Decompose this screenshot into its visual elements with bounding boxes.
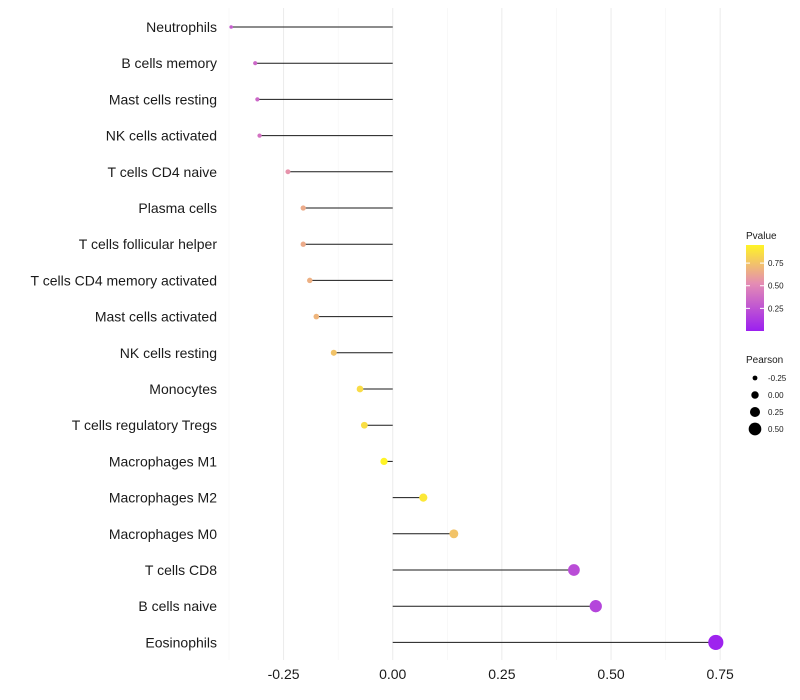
lollipop-point (356, 385, 364, 393)
pearson-legend-dot (751, 391, 759, 399)
category-label: NK cells resting (120, 345, 217, 361)
lollipop-point (257, 133, 262, 138)
lollipop-point (330, 349, 337, 356)
lollipop-point (360, 421, 368, 429)
category-label: Neutrophils (146, 19, 217, 35)
x-tick-label: 0.50 (597, 666, 624, 682)
category-label: T cells CD4 memory activated (31, 272, 217, 288)
category-label: Eosinophils (145, 634, 217, 650)
pearson-legend-dot (752, 375, 758, 381)
x-tick-label: -0.25 (268, 666, 300, 682)
category-label: B cells naive (138, 598, 217, 614)
pvalue-legend-title: Pvalue (746, 231, 777, 242)
category-label: Macrophages M0 (109, 526, 217, 542)
pearson-legend-dot (749, 406, 761, 418)
category-label: Mast cells activated (95, 309, 217, 325)
x-tick-label: 0.00 (379, 666, 406, 682)
pearson-legend: Pearson -0.25 0.00 0.25 0.50 (746, 355, 787, 436)
pvalue-tick-label: 0.75 (768, 259, 784, 268)
category-label: T cells CD8 (145, 562, 217, 578)
lollipop-stems (231, 26, 716, 643)
category-label: T cells follicular helper (79, 236, 218, 252)
pvalue-legend: Pvalue 0.25 0.50 0.75 (746, 231, 784, 331)
lollipop-point (380, 457, 388, 466)
pearson-legend-label: 0.50 (768, 425, 784, 434)
lollipop-point (419, 493, 428, 502)
pvalue-colorbar (746, 245, 764, 331)
category-label: Macrophages M1 (109, 453, 217, 469)
lollipop-point (300, 205, 306, 211)
pearson-legend-label: 0.00 (768, 391, 784, 400)
lollipop-point (568, 564, 580, 576)
lollipop-point (229, 25, 233, 29)
grid-lines (228, 8, 721, 660)
category-label: T cells CD4 naive (108, 164, 218, 180)
lollipop-point (708, 634, 724, 650)
lollipop-point (307, 277, 313, 284)
category-label: B cells memory (121, 55, 217, 71)
category-label: Monocytes (149, 381, 217, 397)
lollipop-point (253, 61, 258, 66)
pearson-legend-label: 0.25 (768, 408, 784, 417)
pvalue-tick-label: 0.25 (768, 304, 784, 313)
lollipop-point (313, 313, 320, 320)
category-label: Mast cells resting (109, 91, 217, 107)
category-label: Macrophages M2 (109, 490, 217, 506)
x-tick-label: 0.25 (488, 666, 515, 682)
category-label: Plasma cells (138, 200, 217, 216)
category-labels: Neutrophils B cells memory Mast cells rest… (31, 19, 218, 650)
x-axis-ticks: -0.25 0.00 0.25 0.50 0.75 (268, 666, 734, 682)
lollipop-point (300, 241, 306, 247)
lollipop-point (285, 169, 291, 175)
lollipop-point (255, 97, 260, 102)
category-label: NK cells activated (106, 128, 217, 144)
pearson-legend-label: -0.25 (768, 374, 787, 383)
x-tick-label: 0.75 (707, 666, 734, 682)
lollipop-point (449, 529, 459, 539)
pearson-legend-title: Pearson (746, 355, 783, 366)
pvalue-tick-label: 0.50 (768, 282, 784, 291)
lollipop-point (589, 600, 602, 613)
lollipop-points (229, 25, 724, 650)
category-label: T cells regulatory Tregs (72, 417, 217, 433)
pearson-legend-dot (748, 422, 762, 436)
